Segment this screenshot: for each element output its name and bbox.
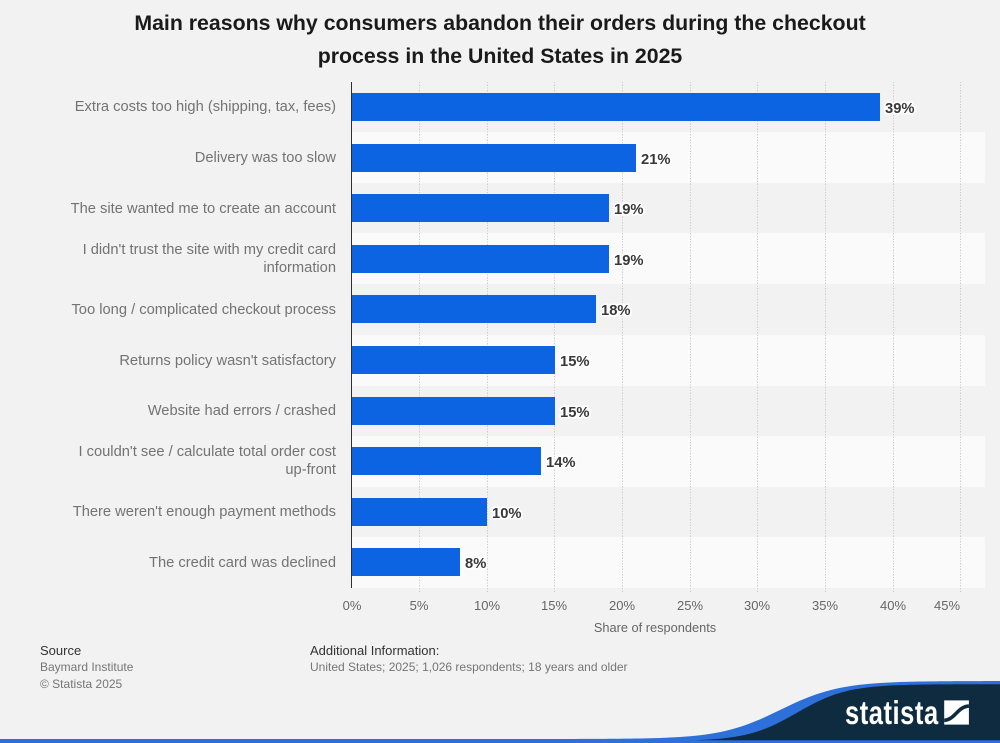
svg-text:statista: statista (845, 695, 939, 732)
